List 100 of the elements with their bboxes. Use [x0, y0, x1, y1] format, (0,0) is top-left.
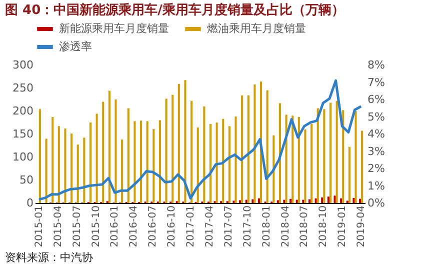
y2-tick-label: 3% — [368, 144, 385, 158]
bar — [241, 95, 244, 203]
bar — [254, 84, 256, 203]
chart-title: 图 40：中国新能源乘用车/乘用车月度销量及占比（万辆） — [5, 2, 344, 18]
bar — [298, 116, 300, 203]
y2-tick-label: 6% — [368, 93, 385, 106]
x-tick-label: 2017-04 — [204, 206, 216, 248]
x-tick-label: 2017-07 — [223, 206, 234, 248]
legend-label: 渗透率 — [59, 40, 92, 53]
bar — [290, 198, 292, 203]
x-tick-label: 2018-07 — [299, 206, 310, 248]
bar — [70, 134, 73, 203]
bar — [165, 98, 168, 203]
y2-tick-label: 4% — [368, 128, 385, 140]
bar — [323, 109, 326, 203]
bar — [127, 108, 130, 203]
x-tick-label: 2016-01 — [110, 206, 121, 248]
x-tick-label: 2018-01 — [261, 206, 272, 248]
y-tick-label: 200 — [12, 104, 34, 118]
bar — [146, 121, 148, 203]
bar — [38, 109, 41, 203]
x-tick-label: 2018-10 — [318, 206, 330, 248]
y-tick-label: 100 — [12, 150, 34, 164]
bar — [140, 120, 142, 203]
text: 资料来源：中汽协 — [5, 251, 93, 264]
bar — [172, 94, 174, 203]
bar — [266, 90, 268, 203]
bar — [278, 103, 281, 203]
bar — [45, 138, 48, 203]
bar — [203, 106, 206, 203]
y2-tick-label: 0% — [368, 196, 385, 210]
bar — [352, 198, 355, 203]
x-tick-label: 2018-04 — [280, 206, 292, 248]
bar — [308, 199, 311, 203]
x-tick-label: 2016-07 — [148, 206, 159, 248]
x-tick-label: 2017-10 — [242, 206, 254, 248]
y2-tick-label: 7% — [368, 76, 385, 89]
y-tick-label: 300 — [12, 58, 34, 72]
x-tick-label: 2015-10 — [90, 206, 102, 248]
y2-tick-label: 1% — [368, 179, 385, 192]
bar — [228, 126, 230, 203]
x-tick-label: 2015-01 — [34, 206, 45, 248]
bar — [354, 111, 357, 203]
bar — [222, 118, 224, 203]
bar — [178, 84, 180, 203]
bar — [361, 130, 364, 203]
x-tick-label: 2019-01 — [337, 206, 348, 248]
bar — [316, 108, 319, 203]
y-tick-label: 0 — [26, 196, 34, 210]
bar — [196, 128, 199, 203]
bar — [327, 196, 330, 203]
x-tick-label: 2015-04 — [52, 206, 64, 248]
bar — [134, 121, 136, 203]
line-series — [38, 79, 362, 201]
bar — [245, 200, 248, 203]
bar — [252, 199, 254, 203]
bar — [83, 138, 86, 203]
bar — [304, 129, 306, 203]
bar — [321, 197, 324, 203]
bar — [336, 100, 338, 203]
bar — [96, 114, 98, 203]
bar — [276, 200, 279, 203]
bar — [359, 198, 362, 203]
bar — [108, 90, 110, 203]
bar — [52, 116, 54, 203]
bar — [121, 140, 124, 203]
bar — [310, 124, 313, 203]
bar — [296, 200, 298, 203]
bar — [283, 200, 286, 203]
legend-label: 燃油乘用车月度销量 — [207, 22, 306, 35]
y-tick-label: 50 — [20, 174, 34, 186]
bar — [102, 102, 104, 203]
bar — [329, 102, 332, 203]
bar — [348, 146, 350, 203]
bar — [258, 198, 260, 203]
x-tick-label: 2016-04 — [128, 206, 140, 248]
bar — [152, 128, 155, 203]
bar — [190, 100, 193, 203]
bar — [184, 80, 186, 203]
bar — [209, 124, 212, 203]
bar — [342, 110, 344, 203]
bar — [234, 116, 237, 203]
x-tick-label: 2015-07 — [72, 206, 83, 248]
bar — [89, 122, 92, 203]
bar — [58, 126, 60, 203]
bar — [302, 200, 304, 203]
bar — [340, 198, 342, 203]
bar — [247, 95, 250, 203]
bar — [114, 100, 117, 203]
x-tick-label: 2019-04 — [356, 206, 368, 248]
x-tick-label: 2017-01 — [186, 206, 197, 248]
bar — [76, 144, 79, 203]
bar — [292, 116, 294, 203]
bar — [216, 122, 218, 203]
bar — [239, 200, 242, 203]
bar — [334, 196, 336, 203]
bar — [64, 128, 66, 203]
x-tick-label: 2016-10 — [166, 206, 178, 248]
y2-tick-label: 5% — [368, 110, 385, 124]
bar — [158, 120, 161, 203]
